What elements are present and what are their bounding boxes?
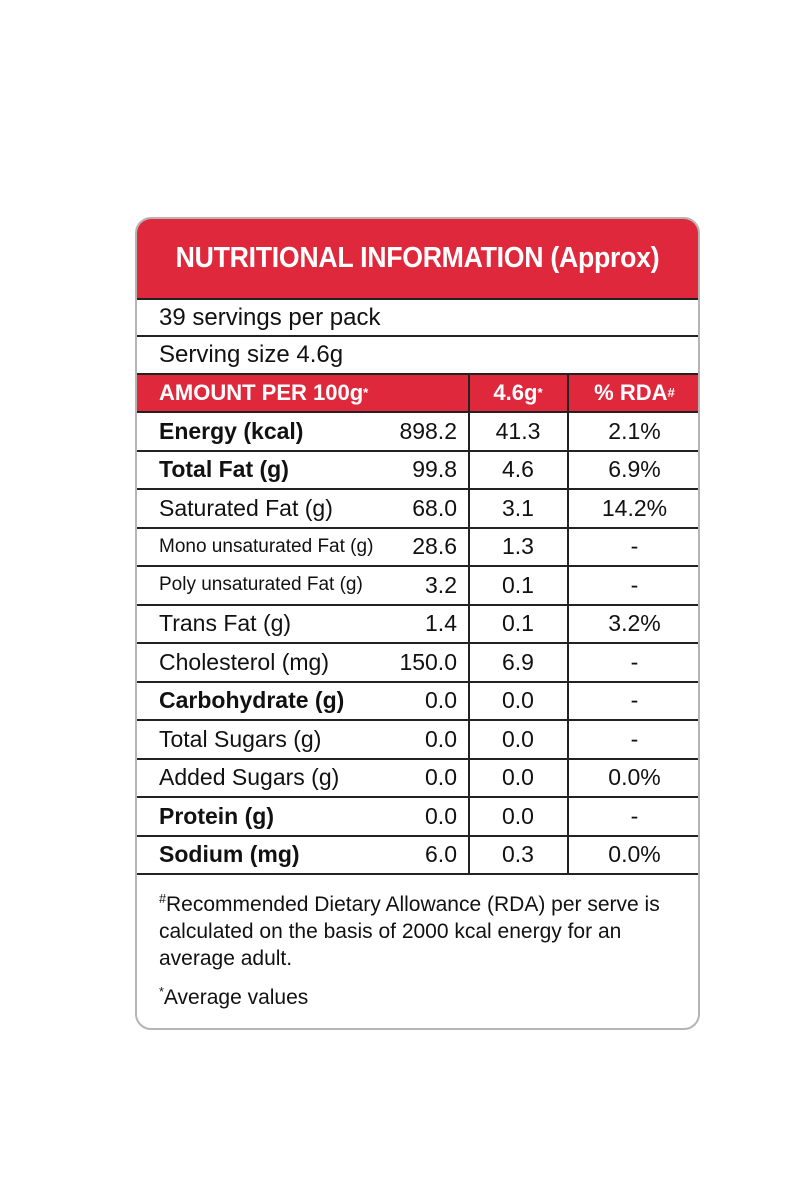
value-per-100g: 6.0 [425, 841, 457, 867]
header-serving: 4.6g * [493, 380, 543, 405]
value-per-100g: 0.0 [425, 764, 457, 790]
value-rda: - [630, 687, 639, 713]
value-rda: 0.0% [608, 841, 661, 867]
value-per-serving: 0.3 [502, 841, 534, 867]
table-row: Poly unsaturated Fat (g) 3.2 0.1 - [137, 565, 698, 604]
value-rda: 0.0% [608, 764, 661, 790]
value-rda: - [630, 725, 639, 752]
nutrient-name: Total Fat (g) [159, 456, 289, 482]
value-per-serving: 4.6 [502, 456, 534, 482]
table-row: Energy (kcal) 898.2 41.3 2.1% [137, 411, 698, 450]
table-row: Carbohydrate (g) 0.0 0.0 - [137, 680, 698, 720]
value-per-serving: 6.9 [502, 648, 534, 675]
value-rda: 14.2% [601, 494, 668, 521]
footnote-average: *Average values [159, 985, 309, 1009]
nutrient-name: Added Sugars (g) [159, 764, 340, 790]
value-rda: - [630, 802, 639, 829]
column-divider [567, 373, 569, 873]
serving-size: Serving size 4.6g [137, 335, 698, 373]
value-per-serving: 3.1 [502, 494, 534, 521]
header-amount: AMOUNT PER 100g * [159, 380, 369, 405]
table-row: Saturated Fat (g) 68.0 3.1 14.2% [137, 488, 698, 527]
value-per-100g: 99.8 [412, 456, 457, 482]
table-row: Cholesterol (mg) 150.0 6.9 - [137, 642, 698, 681]
label-title: NUTRITIONAL INFORMATION (Approx) [159, 219, 676, 298]
table-row: Total Sugars (g) 0.0 0.0 - [137, 719, 698, 758]
value-per-serving: 0.0 [502, 802, 534, 829]
nutrition-label: NUTRITIONAL INFORMATION (Approx) 39 serv… [135, 217, 700, 1030]
nutrient-name: Mono unsaturated Fat (g) [159, 535, 374, 557]
value-rda: - [630, 648, 639, 675]
table-row: Added Sugars (g) 0.0 0.0 0.0% [137, 757, 698, 797]
column-divider [468, 373, 470, 873]
servings-per-pack: 39 servings per pack [137, 298, 698, 336]
value-per-serving: 0.0 [502, 725, 534, 752]
table-row: Total Fat (g) 99.8 4.6 6.9% [137, 449, 698, 489]
value-rda: - [630, 571, 639, 598]
value-per-100g: 1.4 [425, 610, 457, 636]
value-per-100g: 898.2 [399, 417, 457, 444]
value-rda: - [630, 533, 639, 559]
nutrient-name: Total Sugars (g) [159, 725, 322, 752]
table-row: Mono unsaturated Fat (g) 28.6 1.3 - [137, 526, 698, 566]
nutrient-name: Trans Fat (g) [159, 610, 292, 636]
value-per-serving: 0.0 [502, 687, 534, 713]
value-per-100g: 28.6 [412, 533, 457, 559]
nutrient-name: Energy (kcal) [159, 417, 304, 444]
footnotes: #Recommended Dietary Allowance (RDA) per… [137, 873, 698, 1011]
nutrient-name: Carbohydrate (g) [159, 687, 345, 713]
header-rda: % RDA # [594, 380, 675, 405]
value-per-serving: 0.0 [502, 764, 534, 790]
value-rda: 6.9% [608, 456, 661, 482]
value-per-100g: 3.2 [425, 571, 457, 598]
nutrient-name: Cholesterol (mg) [159, 648, 329, 675]
table-header: AMOUNT PER 100g * 4.6g * % RDA # [137, 373, 698, 411]
nutrient-name: Poly unsaturated Fat (g) [159, 574, 363, 595]
table-row: Protein (g) 0.0 0.0 - [137, 796, 698, 835]
value-per-100g: 0.0 [425, 725, 457, 752]
table-row: Sodium (mg) 6.0 0.3 0.0% [137, 834, 698, 874]
value-per-100g: 68.0 [412, 494, 457, 521]
value-per-serving: 41.3 [495, 417, 541, 444]
value-rda: 3.2% [608, 610, 661, 636]
nutrient-name: Sodium (mg) [159, 841, 300, 867]
value-per-100g: 0.0 [425, 802, 457, 829]
nutrient-name: Saturated Fat (g) [159, 494, 333, 521]
value-per-100g: 150.0 [399, 648, 457, 675]
value-per-serving: 0.1 [502, 571, 534, 598]
value-per-serving: 0.1 [502, 610, 534, 636]
value-per-serving: 1.3 [502, 533, 534, 559]
value-rda: 2.1% [608, 417, 661, 444]
footnote-rda: #Recommended Dietary Allowance (RDA) per… [159, 892, 660, 970]
nutrient-name: Protein (g) [159, 802, 274, 829]
table-row: Trans Fat (g) 1.4 0.1 3.2% [137, 603, 698, 643]
value-per-100g: 0.0 [425, 687, 457, 713]
